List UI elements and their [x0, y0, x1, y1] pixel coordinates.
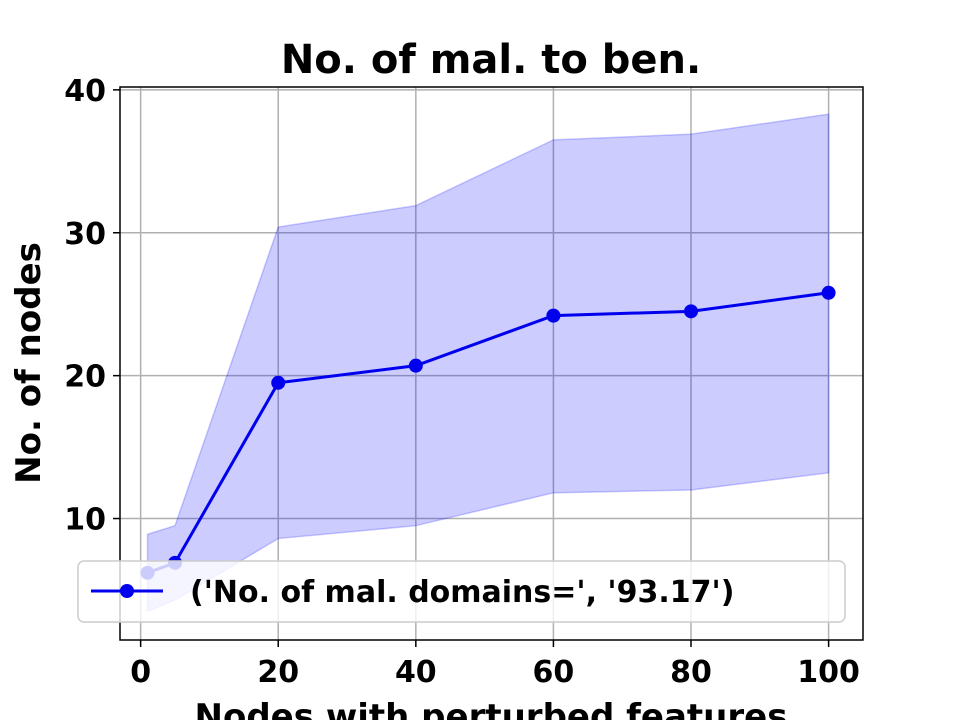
legend-point-marker [120, 584, 134, 598]
y-tick-label: 40 [64, 74, 106, 109]
x-tick-label: 60 [533, 655, 575, 690]
data-point [546, 308, 561, 323]
data-point [408, 358, 423, 373]
legend-box [77, 560, 846, 623]
y-tick-label: 10 [64, 503, 106, 538]
data-point [684, 304, 699, 319]
x-axis-label: Nodes with perturbed features [195, 697, 788, 720]
x-tick-label: 0 [130, 655, 151, 690]
x-tick-label: 20 [257, 655, 299, 690]
data-point [271, 375, 286, 390]
data-point [821, 285, 836, 300]
legend: ('No. of mal. domains=', '93.17') [77, 560, 846, 623]
grid-lines [120, 87, 863, 640]
chart-title: No. of mal. to ben. [281, 37, 701, 83]
x-tick-label: 100 [797, 655, 860, 690]
confidence-band [146, 113, 830, 613]
confidence-bands [146, 113, 830, 613]
y-tick-label: 30 [64, 217, 106, 252]
y-axis-label: No. of nodes [9, 242, 49, 484]
plot-frame [119, 86, 864, 641]
legend-entry: ('No. of mal. domains=', '93.17') [190, 575, 734, 610]
y-tick-label: 20 [64, 360, 106, 395]
x-tick-label: 40 [395, 655, 437, 690]
axis-ticks: 0 20 40 60 80 100 10 20 30 40 [64, 74, 860, 690]
x-tick-label: 80 [670, 655, 712, 690]
